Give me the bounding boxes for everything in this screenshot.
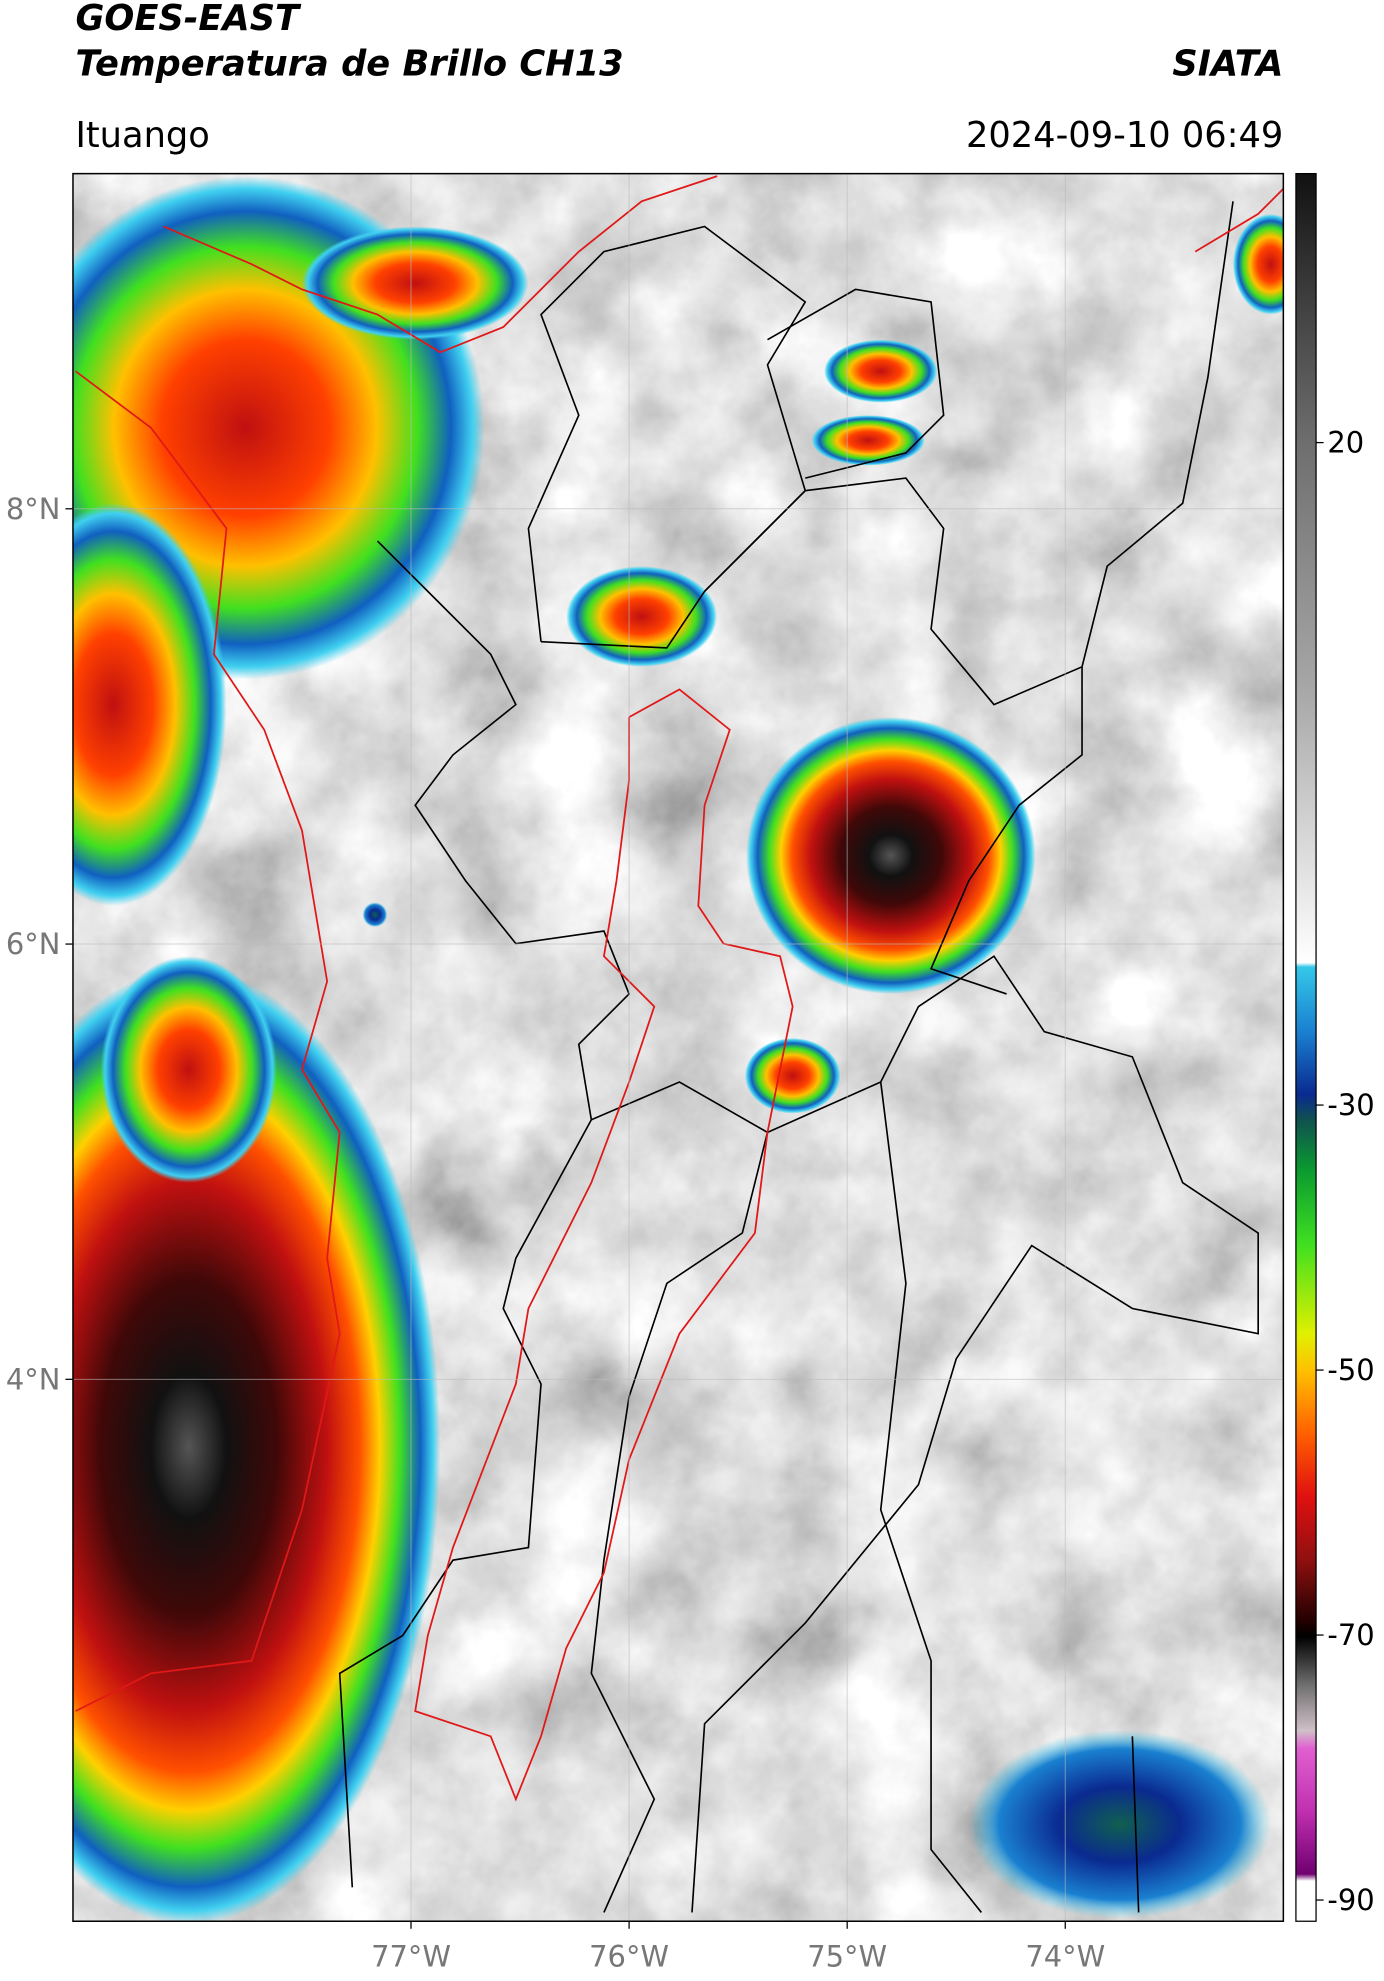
- storm: [301, 226, 529, 340]
- map-frame: [72, 172, 1285, 1922]
- colorbar: [1295, 172, 1317, 1922]
- rivers: [74, 175, 1284, 1802]
- storm: [968, 1729, 1271, 1919]
- map-image: [72, 173, 1284, 1922]
- storm: [1233, 213, 1284, 315]
- subtitle: Temperatura de Brillo CH13: [75, 43, 623, 84]
- y-tick-label: 4°N: [6, 1362, 61, 1396]
- boundaries: [338, 201, 1259, 1913]
- timestamp: 2024-09-10 06:49: [966, 115, 1283, 156]
- storm: [72, 503, 227, 906]
- grid: [72, 173, 1284, 1922]
- x-tick-label: 74°W: [1025, 1940, 1105, 1974]
- colorbar-tick-label: 20: [1327, 426, 1364, 460]
- storm: [566, 566, 718, 667]
- storm: [824, 339, 938, 403]
- colorbar-tick-label: -30: [1327, 1088, 1374, 1122]
- source: SIATA: [1172, 43, 1283, 84]
- y-tick-label: 8°N: [6, 492, 61, 526]
- storm: [744, 1037, 841, 1114]
- storm: [746, 717, 1036, 994]
- colorbar-tick-label: -90: [1327, 1883, 1374, 1917]
- colorbar-tick-label: -70: [1327, 1618, 1374, 1652]
- x-tick-label: 77°W: [371, 1940, 451, 1974]
- x-tick-label: 76°W: [589, 1940, 669, 1974]
- y-tick-label: 6°N: [6, 927, 61, 961]
- storm: [362, 902, 388, 928]
- storm: [72, 968, 441, 1922]
- storm: [811, 415, 925, 466]
- colorbar-tick-label: -50: [1327, 1353, 1374, 1387]
- title: GOES-EAST: [75, 0, 302, 39]
- x-tick-label: 75°W: [807, 1940, 887, 1974]
- location: Ituango: [75, 115, 209, 156]
- storm: [100, 956, 277, 1183]
